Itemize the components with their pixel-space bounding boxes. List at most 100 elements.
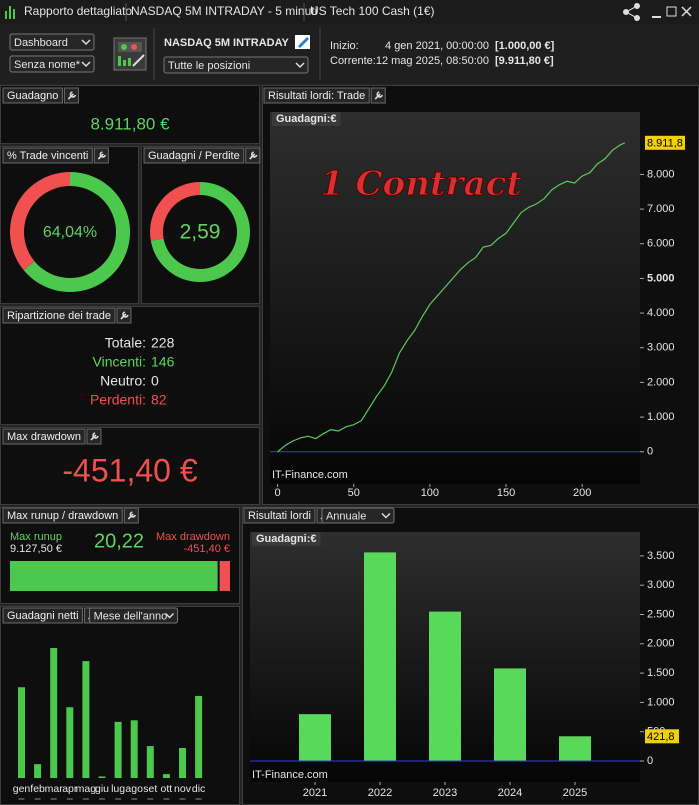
x-tick-label: ott — [161, 783, 173, 795]
bar — [114, 721, 122, 778]
wrench-icon — [374, 91, 383, 100]
bar — [364, 552, 396, 762]
bar — [195, 695, 203, 778]
axis-label: Guadagni:€ — [276, 113, 337, 125]
runup-label: Max runup — [10, 531, 62, 543]
panel-title-box — [2, 147, 93, 164]
close-button[interactable] — [681, 6, 692, 17]
tab[interactable]: US Tech 100 Cash (1€) — [310, 4, 435, 18]
x-tick-label: giu — [95, 783, 109, 795]
drawdown-amount: -451,40 € — [184, 543, 230, 555]
panel-title: % Trade vincenti — [7, 150, 88, 162]
bar — [66, 707, 74, 778]
x-tick-label: mag — [76, 783, 97, 795]
plot-area — [270, 112, 640, 484]
panel-title-box — [2, 507, 123, 524]
panel — [0, 306, 260, 425]
tab[interactable]: NASDAQ 5M INTRADAY - 5 minuti — [131, 4, 317, 18]
panel-title: Guadagni / Perdite — [148, 150, 240, 162]
dropdown-value: Mese dell'anno — [94, 610, 168, 622]
wrench-icon — [127, 511, 137, 520]
y-tick-label: 2.000 — [647, 376, 675, 388]
maximize-button[interactable] — [666, 6, 677, 17]
start-label: Inizio: — [330, 40, 359, 52]
row-label: Vincenti: — [93, 354, 146, 370]
donut-win — [23, 172, 130, 292]
watermark: IT-Finance.com — [252, 769, 328, 781]
system-icon[interactable] — [113, 37, 147, 71]
y-tick-label: 2.500 — [647, 608, 675, 620]
y-tick-label: 5.000 — [647, 272, 675, 284]
annotation: 1 Contract — [320, 164, 522, 204]
y-tick-label: 8.000 — [647, 168, 675, 180]
equity-line — [277, 142, 626, 453]
wrench-icon — [67, 91, 77, 100]
gain-value: 8.911,80 € — [90, 114, 170, 133]
dropdown[interactable] — [163, 56, 309, 74]
bar — [429, 611, 461, 762]
axis-label-box — [252, 532, 321, 546]
bar — [34, 764, 42, 778]
x-tick-label: 50 — [348, 487, 360, 499]
donut-label: 64,04% — [43, 224, 97, 241]
last-value-label: 8.911,8 — [647, 138, 683, 150]
dropdown-value: Annuale — [326, 510, 366, 522]
y-tick-label: 3.000 — [647, 342, 675, 354]
bar — [130, 720, 138, 778]
app-icon — [5, 6, 15, 19]
dropdown[interactable] — [9, 33, 95, 51]
y-tick-label: 0 — [647, 755, 653, 767]
x-tick-label: 100 — [421, 487, 439, 499]
x-tick-label: 2025 — [563, 787, 587, 799]
bar — [18, 687, 25, 778]
y-tick-label: 2.000 — [647, 638, 675, 650]
dropdown[interactable] — [9, 55, 95, 73]
drawdown-value: -451,40 € — [62, 452, 197, 488]
dropdown-arrow — [381, 512, 391, 519]
x-tick-label: ago — [125, 783, 143, 795]
wrench-icon — [120, 311, 129, 320]
wrench-icon — [97, 151, 107, 160]
dropdown[interactable] — [321, 507, 395, 524]
panel-title: Guadagni netti — [7, 610, 79, 622]
panel-title-box — [243, 507, 316, 524]
x-tick-label: 2024 — [498, 787, 522, 799]
panel-title: Risultati lordi: Trade — [268, 90, 365, 102]
x-tick-label: mar — [45, 783, 64, 795]
donut-loss — [150, 182, 200, 241]
panel-title: Ripartizione dei trade — [7, 310, 111, 322]
y-tick-label: 3.000 — [647, 579, 675, 591]
row-value: 82 — [151, 392, 167, 408]
window-title: Rapporto dettagliato — [24, 4, 132, 18]
share-button[interactable] — [623, 3, 640, 21]
panel-title-box — [2, 87, 63, 104]
wrench-icon — [249, 151, 258, 160]
row-value: 228 — [151, 335, 175, 351]
last-value-box — [645, 135, 685, 150]
start-capital: [1.000,00 €] — [495, 40, 555, 52]
y-tick-label: 3.500 — [647, 550, 675, 562]
donut-label: 2,59 — [180, 221, 221, 244]
value-label-box — [645, 729, 679, 744]
axis-label: Guadagni:€ — [256, 533, 317, 545]
panel-title: Max runup / drawdown — [7, 510, 118, 522]
bar — [50, 648, 58, 778]
bar — [179, 748, 186, 778]
row-value: 0 — [151, 373, 159, 389]
dropdown-arrow — [165, 612, 175, 619]
dropdown[interactable] — [89, 607, 179, 624]
bar — [98, 776, 106, 778]
row-label: Neutro: — [100, 373, 146, 389]
runup-value: 9.127,50 € — [10, 543, 62, 555]
y-tick-label: 1.000 — [647, 696, 675, 708]
y-tick-label: 1.000 — [647, 411, 675, 423]
y-tick-label: 1.500 — [647, 667, 675, 679]
current-label: Corrente: — [330, 55, 376, 67]
x-tick-label: lug — [111, 783, 125, 795]
panel-title-box — [263, 87, 370, 104]
edit-button[interactable] — [295, 35, 310, 49]
bar — [299, 714, 331, 762]
dropdown-arrow — [295, 62, 305, 69]
panel-title: Guadagno — [7, 90, 58, 102]
value-label: 421,8 — [647, 731, 675, 743]
